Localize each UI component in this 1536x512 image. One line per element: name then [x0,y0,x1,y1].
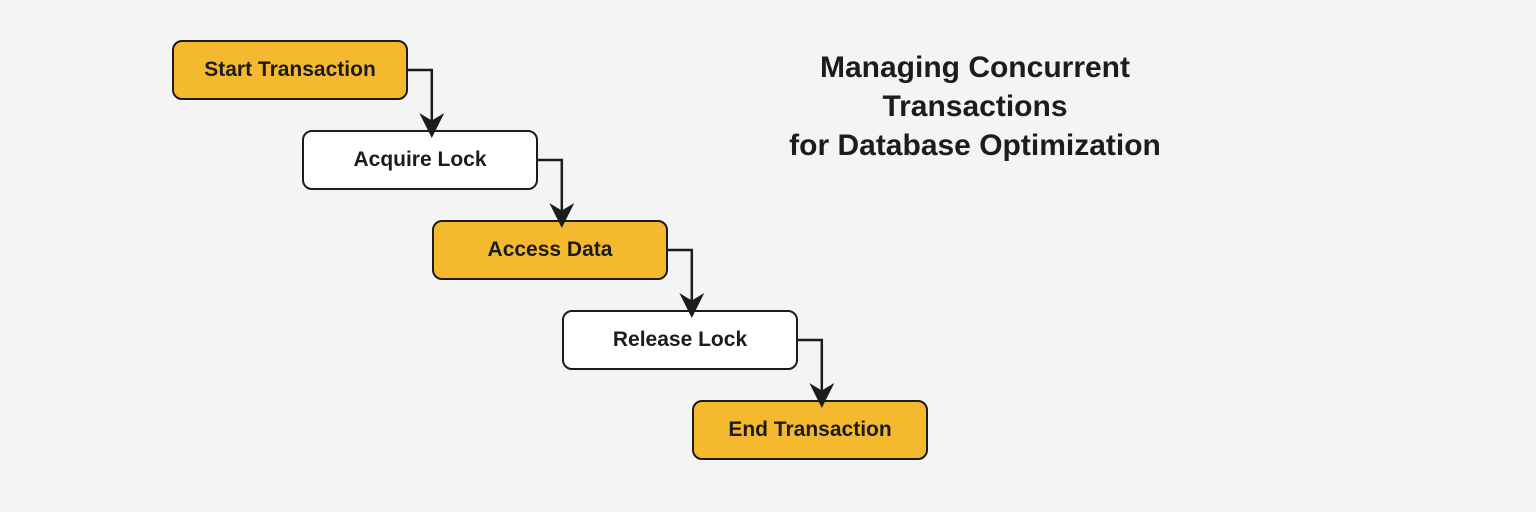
edge-start-to-acquire [408,70,432,128]
diagram-title: Managing Concurrent Transactionsfor Data… [745,48,1205,165]
title-line-2: for Database Optimization [745,126,1205,165]
edge-access-to-release [668,250,692,308]
flowchart-node-release: Release Lock [562,310,798,370]
node-label: Access Data [488,238,613,262]
edge-release-to-end [798,340,822,398]
flowchart-node-start: Start Transaction [172,40,408,100]
node-label: End Transaction [728,418,891,442]
edge-acquire-to-access [538,160,562,218]
title-line-1: Managing Concurrent Transactions [745,48,1205,126]
node-label: Release Lock [613,328,747,352]
flowchart-node-acquire: Acquire Lock [302,130,538,190]
flowchart-node-end: End Transaction [692,400,928,460]
flowchart-node-access: Access Data [432,220,668,280]
node-label: Start Transaction [204,58,376,82]
node-label: Acquire Lock [353,148,486,172]
